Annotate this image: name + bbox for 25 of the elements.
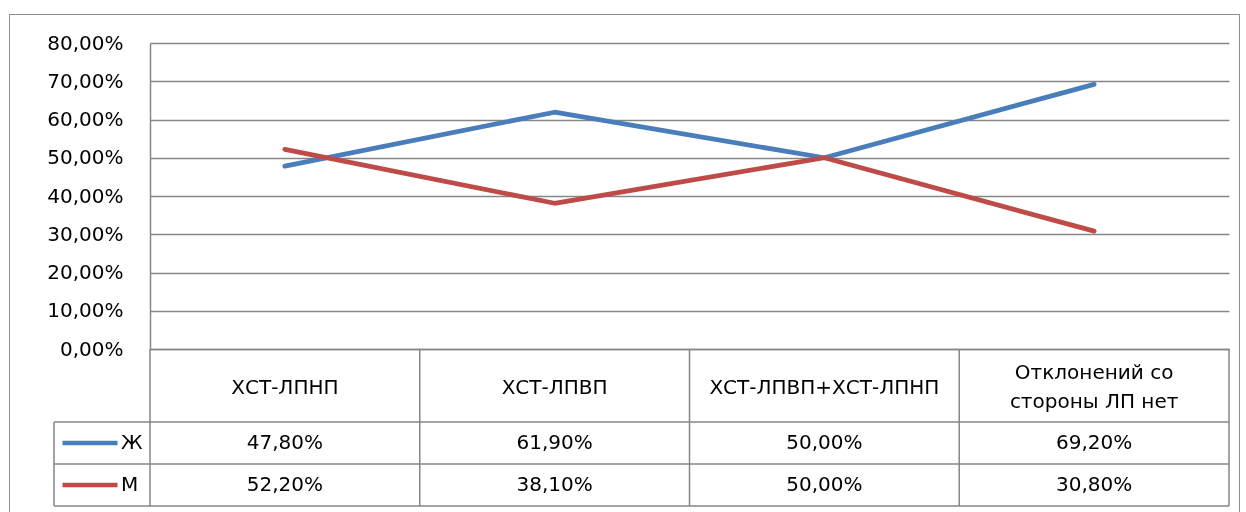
y-tick-label: 30,00% (47, 221, 124, 246)
x-tick-label: Отклонений со стороны ЛП нет (1009, 360, 1179, 413)
legend-label: М (121, 472, 139, 496)
data-label: 50,00% (786, 430, 863, 454)
x-tick-label: ХСТ-ЛПВП+ХСТ-ЛПНП (709, 375, 940, 399)
data-label: 61,90% (516, 430, 593, 454)
y-tick-label: 80,00% (47, 30, 124, 55)
y-tick-label: 60,00% (47, 107, 124, 131)
legend-label: Ж (121, 430, 143, 454)
line-series (282, 146, 1097, 234)
y-tick-label: 10,00% (47, 298, 124, 323)
y-tick-label: 50,00% (47, 145, 124, 170)
x-tick-label: ХСТ-ЛПНП (231, 375, 339, 399)
data-label: 38,10% (516, 472, 593, 496)
y-tick-label: 70,00% (47, 68, 124, 93)
data-label: 50,00% (786, 472, 863, 496)
data-label: 47,80% (246, 430, 324, 454)
data-label: 52,20% (246, 472, 324, 496)
x-tick-label: ХСТ-ЛПВП (501, 375, 608, 399)
data-label: 30,80% (1055, 472, 1133, 496)
line-series (282, 81, 1097, 169)
y-tick-label: 20,00% (47, 260, 124, 284)
y-tick-label: 40,00% (47, 183, 124, 208)
data-label: 69,20% (1055, 430, 1133, 454)
y-tick-label: 0,00% (59, 336, 124, 361)
